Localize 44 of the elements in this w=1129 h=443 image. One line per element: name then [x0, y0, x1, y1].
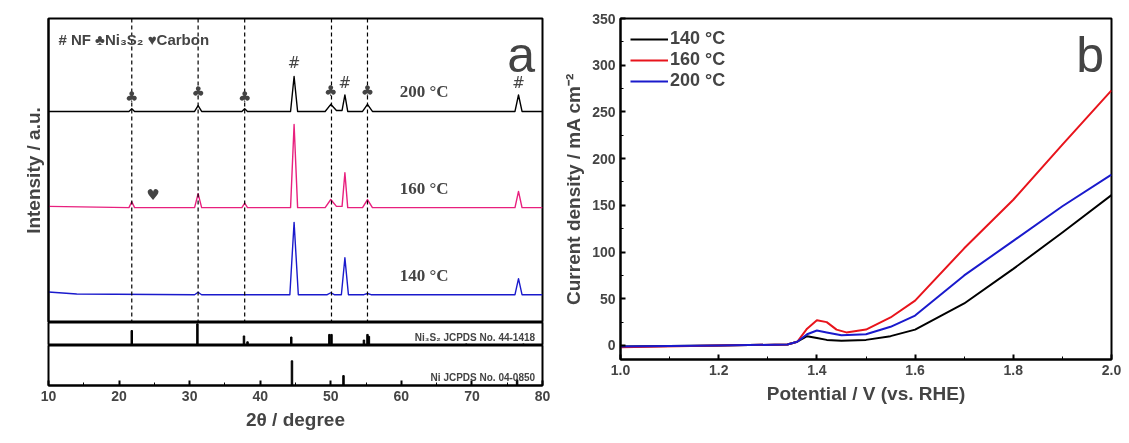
series-label: Ni₃S₂ JCPDS No. 44-1418 — [414, 331, 536, 343]
y-tick-label: 150 — [592, 197, 616, 214]
annotation: ♣ — [324, 81, 338, 100]
chart-title: b — [1076, 26, 1105, 83]
series-label: 200 °C — [399, 82, 449, 102]
legend-label: 200 °C — [670, 70, 726, 91]
x-tick-label: 80 — [534, 387, 551, 404]
x-tick-label: 20 — [111, 387, 128, 404]
annotation: # — [287, 53, 301, 72]
legend-label: 160 °C — [670, 49, 726, 70]
annotation: ♥ — [146, 186, 160, 205]
x-axis-title: 2θ / degree — [246, 408, 345, 430]
annotation: # — [338, 74, 352, 93]
x-tick-label: 10 — [40, 387, 57, 404]
y-tick-label: 350 — [592, 10, 616, 27]
legend-label: 140 °C — [670, 28, 726, 49]
annotation: ♣ — [237, 87, 252, 106]
series-label: 160 °C — [399, 178, 449, 198]
x-tick-label: 1.0 — [610, 361, 631, 378]
x-tick-label: 40 — [252, 387, 269, 404]
y-tick-label: 200 — [592, 150, 616, 167]
y-tick-label: 50 — [599, 290, 616, 307]
y-axis-title: Intensity / a.u. — [22, 107, 44, 234]
annotation: ♣ — [191, 83, 205, 102]
x-tick-label: 30 — [181, 387, 198, 404]
x-tick-label: 2.0 — [1101, 361, 1122, 378]
y-axis-title: Current density / mA cm⁻² — [563, 73, 585, 305]
series-label: Ni JCPDS No. 04-0850 — [430, 371, 536, 383]
x-tick-label: 50 — [323, 387, 339, 404]
text: # NF ♣Ni₃S₂ ♥Carbon — [58, 30, 210, 48]
y-tick-label: 300 — [592, 57, 616, 74]
annotation: ♣ — [360, 81, 375, 100]
x-tick-label: 1.2 — [708, 361, 729, 378]
x-tick-label: 1.6 — [905, 361, 926, 378]
y-tick-label: 250 — [592, 103, 616, 120]
y-tick-label: 100 — [592, 244, 616, 261]
x-tick-label: 70 — [464, 387, 480, 404]
annotation: ♣ — [125, 87, 139, 106]
series-label: 140 °C — [399, 265, 449, 285]
x-tick-label: 60 — [393, 387, 410, 404]
x-tick-label: 1.8 — [1003, 361, 1024, 378]
y-tick-label: 0 — [607, 337, 616, 354]
x-axis-title: Potential / V (vs. RHE) — [766, 382, 966, 404]
x-tick-label: 1.4 — [807, 361, 827, 378]
